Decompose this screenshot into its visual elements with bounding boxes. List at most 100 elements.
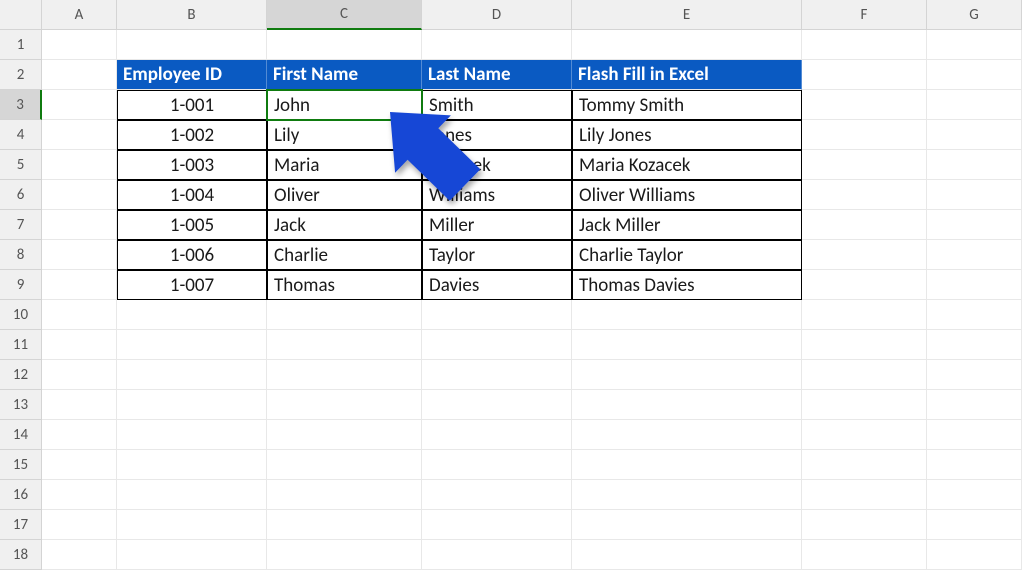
cell-C13[interactable] xyxy=(267,390,422,420)
cell-D15[interactable] xyxy=(422,450,572,480)
cell-A2[interactable] xyxy=(42,60,117,90)
cell-F15[interactable] xyxy=(802,450,927,480)
cell-A6[interactable] xyxy=(42,180,117,210)
cell-G11[interactable] xyxy=(927,330,1022,360)
cell-B1[interactable] xyxy=(117,30,267,60)
table-cell-B5[interactable]: 1-003 xyxy=(117,150,267,180)
cell-E10[interactable] xyxy=(572,300,802,330)
column-header-G[interactable]: G xyxy=(927,0,1022,30)
cell-D14[interactable] xyxy=(422,420,572,450)
cell-G5[interactable] xyxy=(927,150,1022,180)
cell-B15[interactable] xyxy=(117,450,267,480)
cell-E12[interactable] xyxy=(572,360,802,390)
cell-F14[interactable] xyxy=(802,420,927,450)
table-header-D[interactable]: Last Name xyxy=(422,60,572,90)
cell-G15[interactable] xyxy=(927,450,1022,480)
cell-A11[interactable] xyxy=(42,330,117,360)
table-cell-D4[interactable]: Jones xyxy=(422,120,572,150)
cell-G7[interactable] xyxy=(927,210,1022,240)
cell-C16[interactable] xyxy=(267,480,422,510)
cell-E1[interactable] xyxy=(572,30,802,60)
table-cell-D3[interactable]: Smith xyxy=(422,90,572,120)
table-cell-C3[interactable]: John xyxy=(267,90,422,120)
cell-D13[interactable] xyxy=(422,390,572,420)
cell-C1[interactable] xyxy=(267,30,422,60)
table-cell-B8[interactable]: 1-006 xyxy=(117,240,267,270)
cell-G9[interactable] xyxy=(927,270,1022,300)
table-cell-E4[interactable]: Lily Jones xyxy=(572,120,802,150)
cell-A7[interactable] xyxy=(42,210,117,240)
cell-A4[interactable] xyxy=(42,120,117,150)
row-header-1[interactable]: 1 xyxy=(0,30,42,60)
cell-B14[interactable] xyxy=(117,420,267,450)
row-header-7[interactable]: 7 xyxy=(0,210,42,240)
row-header-11[interactable]: 11 xyxy=(0,330,42,360)
cell-F6[interactable] xyxy=(802,180,927,210)
table-cell-C5[interactable]: Maria xyxy=(267,150,422,180)
cell-A1[interactable] xyxy=(42,30,117,60)
cell-D11[interactable] xyxy=(422,330,572,360)
column-header-F[interactable]: F xyxy=(802,0,927,30)
cell-B10[interactable] xyxy=(117,300,267,330)
cell-C14[interactable] xyxy=(267,420,422,450)
cell-F16[interactable] xyxy=(802,480,927,510)
cell-A18[interactable] xyxy=(42,540,117,570)
table-cell-E3[interactable]: Tommy Smith xyxy=(572,90,802,120)
table-header-E[interactable]: Flash Fill in Excel xyxy=(572,60,802,90)
cell-F9[interactable] xyxy=(802,270,927,300)
column-header-B[interactable]: B xyxy=(117,0,267,30)
cell-A8[interactable] xyxy=(42,240,117,270)
cell-G4[interactable] xyxy=(927,120,1022,150)
table-cell-C8[interactable]: Charlie xyxy=(267,240,422,270)
cell-F3[interactable] xyxy=(802,90,927,120)
row-header-12[interactable]: 12 xyxy=(0,360,42,390)
cell-D17[interactable] xyxy=(422,510,572,540)
cell-F1[interactable] xyxy=(802,30,927,60)
cell-G16[interactable] xyxy=(927,480,1022,510)
cell-G1[interactable] xyxy=(927,30,1022,60)
table-cell-E9[interactable]: Thomas Davies xyxy=(572,270,802,300)
cell-D12[interactable] xyxy=(422,360,572,390)
table-cell-B4[interactable]: 1-002 xyxy=(117,120,267,150)
table-cell-E5[interactable]: Maria Kozacek xyxy=(572,150,802,180)
cell-D10[interactable] xyxy=(422,300,572,330)
row-header-9[interactable]: 9 xyxy=(0,270,42,300)
cell-C12[interactable] xyxy=(267,360,422,390)
table-cell-B3[interactable]: 1-001 xyxy=(117,90,267,120)
row-header-8[interactable]: 8 xyxy=(0,240,42,270)
table-cell-C6[interactable]: Oliver xyxy=(267,180,422,210)
table-cell-B7[interactable]: 1-005 xyxy=(117,210,267,240)
cell-G18[interactable] xyxy=(927,540,1022,570)
cell-G8[interactable] xyxy=(927,240,1022,270)
cell-F17[interactable] xyxy=(802,510,927,540)
cell-B17[interactable] xyxy=(117,510,267,540)
cell-F7[interactable] xyxy=(802,210,927,240)
cell-A12[interactable] xyxy=(42,360,117,390)
cell-B16[interactable] xyxy=(117,480,267,510)
cell-A14[interactable] xyxy=(42,420,117,450)
table-cell-C4[interactable]: Lily xyxy=(267,120,422,150)
row-header-14[interactable]: 14 xyxy=(0,420,42,450)
column-header-A[interactable]: A xyxy=(42,0,117,30)
table-header-C[interactable]: First Name xyxy=(267,60,422,90)
cell-G2[interactable] xyxy=(927,60,1022,90)
cell-A5[interactable] xyxy=(42,150,117,180)
spreadsheet-grid[interactable]: ABCDEFG12Employee IDFirst NameLast NameF… xyxy=(0,0,1022,570)
column-header-E[interactable]: E xyxy=(572,0,802,30)
cell-E13[interactable] xyxy=(572,390,802,420)
table-cell-D9[interactable]: Davies xyxy=(422,270,572,300)
table-cell-C9[interactable]: Thomas xyxy=(267,270,422,300)
row-header-17[interactable]: 17 xyxy=(0,510,42,540)
table-cell-B6[interactable]: 1-004 xyxy=(117,180,267,210)
cell-A13[interactable] xyxy=(42,390,117,420)
column-header-C[interactable]: C xyxy=(267,0,422,30)
row-header-13[interactable]: 13 xyxy=(0,390,42,420)
cell-D16[interactable] xyxy=(422,480,572,510)
cell-A15[interactable] xyxy=(42,450,117,480)
cell-E14[interactable] xyxy=(572,420,802,450)
cell-E11[interactable] xyxy=(572,330,802,360)
cell-C15[interactable] xyxy=(267,450,422,480)
cell-F18[interactable] xyxy=(802,540,927,570)
column-header-D[interactable]: D xyxy=(422,0,572,30)
cell-A16[interactable] xyxy=(42,480,117,510)
